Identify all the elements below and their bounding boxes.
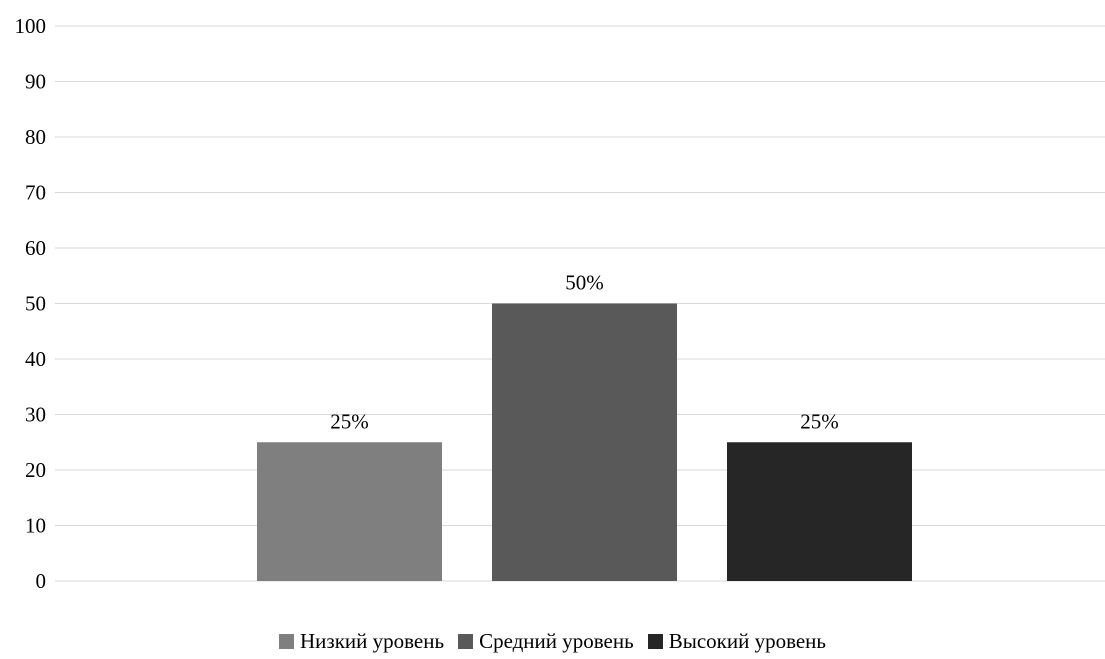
data-label-1: 25% bbox=[330, 409, 369, 433]
bar-2 bbox=[492, 303, 677, 581]
legend: Низкий уровень Средний уровень Высокий у… bbox=[0, 626, 1105, 656]
legend-swatch-medium bbox=[458, 633, 474, 649]
y-tick-label: 80 bbox=[25, 125, 46, 149]
y-tick-label: 100 bbox=[15, 14, 47, 38]
data-label-3: 25% bbox=[800, 409, 839, 433]
legend-swatch-high bbox=[647, 633, 663, 649]
y-tick-label: 50 bbox=[25, 292, 46, 316]
y-tick-label: 40 bbox=[25, 347, 46, 371]
legend-label-low: Низкий уровень bbox=[300, 628, 445, 653]
y-tick-label: 60 bbox=[25, 236, 46, 260]
y-tick-label: 30 bbox=[25, 403, 46, 427]
legend-item-low: Низкий уровень bbox=[279, 629, 444, 654]
y-tick-label: 70 bbox=[25, 181, 46, 205]
y-tick-label: 0 bbox=[36, 569, 47, 593]
data-label-2: 50% bbox=[565, 271, 604, 295]
legend-label-medium: Средний уровень bbox=[479, 628, 634, 653]
legend-label-high: Высокий уровень bbox=[668, 628, 826, 653]
y-tick-label: 10 bbox=[25, 514, 46, 538]
legend-swatch-low bbox=[279, 633, 294, 649]
y-tick-label: 20 bbox=[25, 458, 46, 482]
bar-3 bbox=[727, 442, 912, 581]
legend-item-medium: Средний уровень bbox=[458, 629, 634, 654]
data-labels: 25% 50% 25% bbox=[330, 271, 839, 434]
y-axis-tick-labels: 0 10 20 30 40 50 60 70 80 90 100 bbox=[15, 14, 47, 593]
bar-chart: 0 10 20 30 40 50 60 70 80 90 100 25% 50% 25% bbox=[15, 14, 1105, 593]
bars bbox=[257, 303, 912, 581]
legend-item-high: Высокий уровень bbox=[647, 628, 826, 654]
y-tick-label: 90 bbox=[25, 70, 46, 94]
bar-1 bbox=[257, 442, 442, 581]
